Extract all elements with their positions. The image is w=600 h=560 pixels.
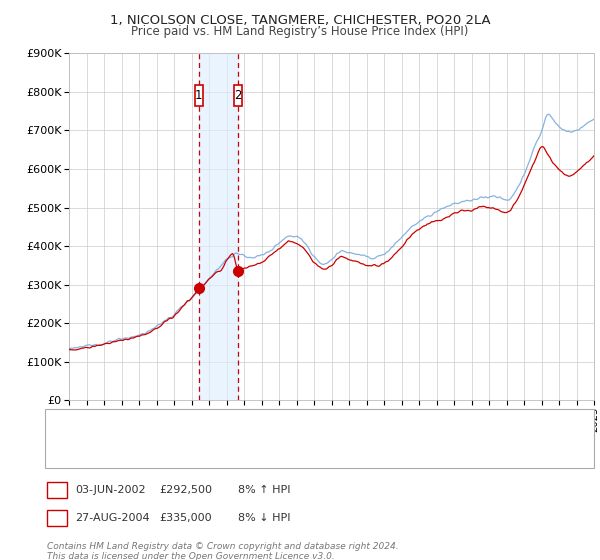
FancyBboxPatch shape (234, 85, 242, 106)
Text: 2: 2 (53, 513, 60, 523)
Text: 1, NICOLSON CLOSE, TANGMERE, CHICHESTER, PO20 2LA: 1, NICOLSON CLOSE, TANGMERE, CHICHESTER,… (110, 14, 490, 27)
Text: 1, NICOLSON CLOSE, TANGMERE, CHICHESTER, PO20 2LA (detached house): 1, NICOLSON CLOSE, TANGMERE, CHICHESTER,… (102, 420, 497, 430)
Text: Contains HM Land Registry data © Crown copyright and database right 2024.: Contains HM Land Registry data © Crown c… (47, 542, 398, 550)
Text: 8% ↓ HPI: 8% ↓ HPI (238, 513, 290, 523)
Text: 2: 2 (234, 89, 242, 102)
Text: 8% ↑ HPI: 8% ↑ HPI (238, 485, 290, 495)
Bar (199, 53, 238, 400)
Text: 27-AUG-2004: 27-AUG-2004 (76, 513, 150, 523)
Text: 1: 1 (53, 485, 60, 495)
Text: 1: 1 (195, 89, 203, 102)
Text: Price paid vs. HM Land Registry’s House Price Index (HPI): Price paid vs. HM Land Registry’s House … (131, 25, 469, 38)
Text: £335,000: £335,000 (160, 513, 212, 523)
FancyBboxPatch shape (195, 85, 203, 106)
Text: £292,500: £292,500 (160, 485, 212, 495)
Text: HPI: Average price, detached house, Chichester: HPI: Average price, detached house, Chic… (102, 446, 351, 456)
Text: 03-JUN-2002: 03-JUN-2002 (76, 485, 146, 495)
Text: This data is licensed under the Open Government Licence v3.0.: This data is licensed under the Open Gov… (47, 552, 335, 560)
